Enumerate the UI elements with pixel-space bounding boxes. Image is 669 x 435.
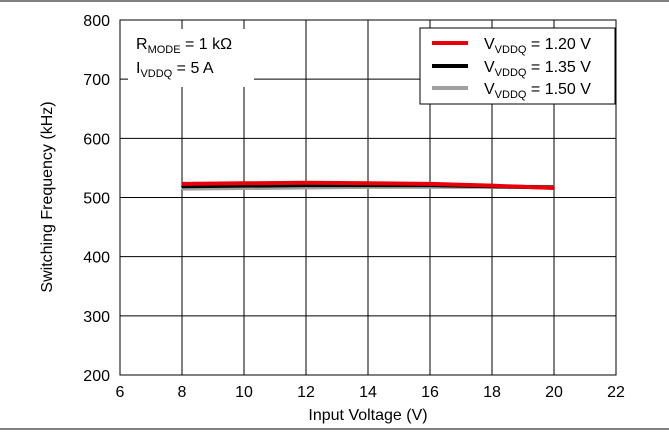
y-tick-label: 700: [83, 72, 110, 89]
plot-frame: [119, 19, 617, 376]
x-tick-label: 20: [545, 384, 563, 401]
y-tick-label: 800: [83, 13, 110, 30]
series-1-point: [429, 183, 431, 185]
series-1-point: [181, 183, 183, 185]
x-tick-label: 10: [235, 384, 253, 401]
x-axis-label: Input Voltage (V): [308, 407, 427, 424]
series-layer: [181, 180, 555, 191]
x-tick-label: 12: [297, 384, 315, 401]
x-tick-label: 22: [607, 384, 625, 401]
series-1-point: [305, 181, 307, 184]
annotation-rmode: RMODE = 1 kΩ: [136, 36, 232, 56]
y-axis-label: Switching Frequency (kHz): [39, 101, 56, 292]
y-tick-label: 300: [83, 309, 110, 326]
y-tick-label: 500: [83, 191, 110, 208]
x-tick-label: 14: [359, 384, 377, 401]
annotation-ivddq: IVDDQ = 5 A: [136, 60, 214, 80]
annotation-background: [128, 29, 254, 87]
legend-label-1: VVDDQ = 1.20 V: [484, 36, 591, 56]
series-1-point: [367, 182, 369, 185]
legend-label-3: VVDDQ = 1.50 V: [484, 81, 591, 101]
series-1-point: [243, 182, 245, 185]
legend: VVDDQ = 1.20 V VVDDQ = 1.35 V VVDDQ = 1.…: [419, 27, 616, 105]
y-tick-label: 200: [83, 368, 110, 385]
x-tick-label: 8: [178, 384, 187, 401]
x-tick-label: 6: [116, 384, 125, 401]
tick-labels: 6 8 10 12 14 16 18 20 22 200 300 400 500 600 700 800: [83, 13, 625, 401]
x-tick-label: 18: [483, 384, 501, 401]
series-1-point: [553, 187, 555, 189]
series-1-point: [491, 184, 493, 187]
x-tick-label: 16: [421, 384, 439, 401]
legend-label-2: VVDDQ = 1.35 V: [484, 59, 591, 79]
y-tick-label: 600: [83, 131, 110, 148]
y-tick-label: 400: [83, 250, 110, 267]
